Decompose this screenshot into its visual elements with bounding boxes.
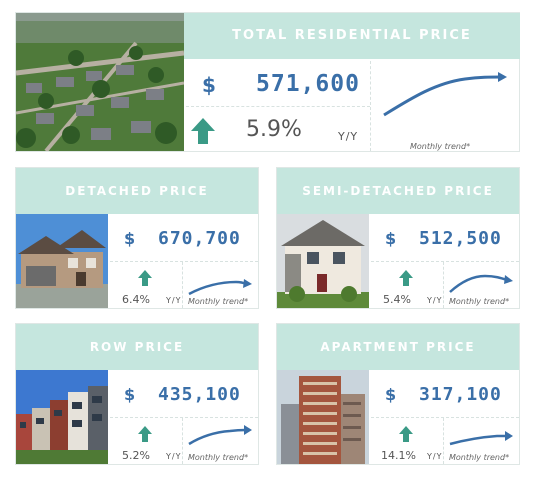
detached-house-photo (16, 214, 108, 308)
divider (443, 418, 444, 464)
divider (182, 418, 183, 464)
row-trend-label: Monthly trend* (188, 453, 249, 462)
up-arrow-icon (138, 426, 152, 442)
semi-price: 512,500 (419, 228, 502, 249)
apartment-card: APARTMENT PRICE $ 317,100 14.1% Y/Y (276, 323, 520, 465)
up-arrow-icon (399, 426, 413, 442)
monthly-trend-line (383, 72, 507, 117)
detached-title: DETACHED PRICE (16, 168, 258, 214)
apartment-currency: $ (385, 385, 397, 404)
semi-detached-house-photo (277, 214, 369, 308)
monthly-trend-line (188, 279, 252, 296)
monthly-trend-line (449, 274, 513, 293)
divider (370, 61, 371, 151)
divider (371, 417, 519, 418)
row-change: 5.2% (122, 449, 150, 462)
aerial-neighbourhood-photo (16, 13, 184, 151)
up-arrow-icon (399, 270, 413, 286)
detached-card: DETACHED PRICE $ 670,700 6.4% Y/Y Monthl… (15, 167, 259, 309)
divider (443, 262, 444, 308)
divider (110, 261, 258, 262)
semi-period: Y/Y (427, 296, 443, 305)
semi-currency: $ (385, 229, 397, 248)
divider (186, 106, 370, 107)
total-period: Y/Y (338, 130, 359, 143)
row-title: ROW PRICE (16, 324, 258, 370)
row-card: ROW PRICE $ 435,100 5.2% Y/Y Monthly tre… (15, 323, 259, 465)
row-price: 435,100 (158, 384, 241, 405)
apartment-trend-label: Monthly trend* (449, 453, 510, 462)
detached-period: Y/Y (166, 296, 182, 305)
total-change: 5.9% (246, 117, 302, 142)
semi-trend-label: Monthly trend* (449, 297, 510, 306)
row-period: Y/Y (166, 452, 182, 461)
apartment-period: Y/Y (427, 452, 443, 461)
up-arrow-icon (191, 118, 215, 144)
detached-price: 670,700 (158, 228, 241, 249)
total-currency: $ (202, 73, 216, 97)
total-residential-card: TOTAL RESIDENTIAL PRICE $ 571,600 5.9% Y… (15, 12, 520, 152)
detached-currency: $ (124, 229, 136, 248)
semi-detached-card: SEMI-DETACHED PRICE $ 512,500 5.4% Y/Y M… (276, 167, 520, 309)
detached-change: 6.4% (122, 293, 150, 306)
semi-change: 5.4% (383, 293, 411, 306)
total-price: 571,600 (256, 71, 360, 97)
monthly-trend-line (449, 431, 513, 446)
total-trend-label: Monthly trend* (410, 142, 471, 151)
up-arrow-icon (138, 270, 152, 286)
divider (182, 262, 183, 308)
apartment-price: 317,100 (419, 384, 502, 405)
apartment-change: 14.1% (381, 449, 416, 462)
monthly-trend-line (188, 425, 252, 446)
apartment-title: APARTMENT PRICE (277, 324, 519, 370)
row-houses-photo (16, 370, 108, 464)
divider (110, 417, 258, 418)
semi-title: SEMI-DETACHED PRICE (277, 168, 519, 214)
total-title: TOTAL RESIDENTIAL PRICE (184, 13, 520, 59)
apartment-tower-photo (277, 370, 369, 464)
divider (371, 261, 519, 262)
detached-trend-label: Monthly trend* (188, 297, 249, 306)
row-currency: $ (124, 385, 136, 404)
